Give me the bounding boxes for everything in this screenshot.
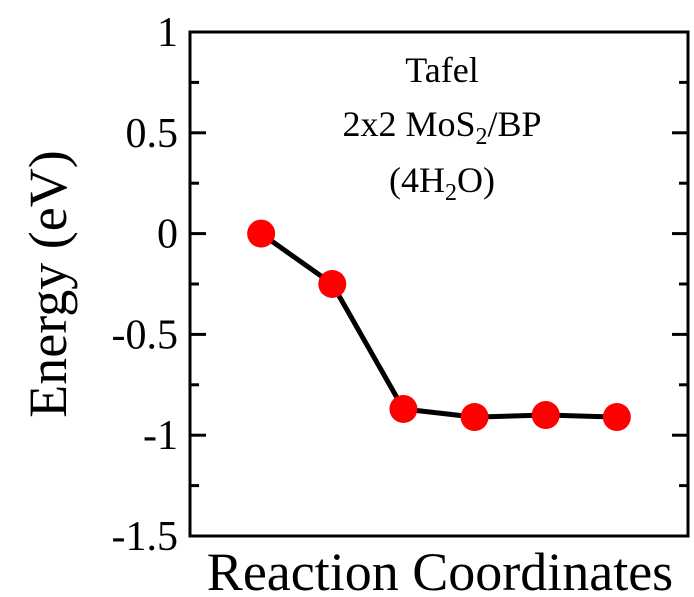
x-axis-title: Reaction Coordinates bbox=[207, 542, 673, 597]
annotation-line-2-main: 2x2 MoS bbox=[342, 104, 475, 144]
annotation-line-1: Tafel bbox=[405, 50, 478, 90]
data-point bbox=[389, 394, 418, 423]
y-axis-title: Energy (eV) bbox=[18, 150, 78, 417]
data-point bbox=[318, 270, 347, 298]
y-tick-label: 0 bbox=[157, 212, 178, 258]
data-point bbox=[602, 403, 631, 432]
annotation-line-3-main: (4H bbox=[389, 160, 445, 200]
annotation-line-2: 2x2 MoS2/BP bbox=[342, 104, 541, 150]
y-tick-labels: 1 0.5 0 -0.5 -1 -1.5 bbox=[112, 10, 179, 560]
annotation-line-2-sub: 2 bbox=[475, 124, 487, 150]
y-tick-label: -1 bbox=[143, 413, 178, 459]
annotation-line-3-sub: 2 bbox=[445, 180, 457, 206]
data-point bbox=[460, 403, 489, 432]
y-tick-label: 1 bbox=[157, 10, 178, 56]
y-tick-label: -1.5 bbox=[112, 514, 179, 560]
y-tick-label: 0.5 bbox=[126, 111, 179, 157]
annotation: Tafel 2x2 MoS2/BP (4H2O) bbox=[342, 50, 541, 206]
annotation-line-2-tail: /BP bbox=[487, 104, 541, 144]
series-line bbox=[259, 231, 617, 420]
annotation-line-3-tail: O) bbox=[457, 160, 495, 200]
data-point bbox=[247, 219, 276, 248]
axis-ticks bbox=[190, 30, 688, 538]
data-point bbox=[531, 401, 560, 430]
y-tick-label: -0.5 bbox=[112, 312, 179, 358]
annotation-line-3: (4H2O) bbox=[389, 160, 495, 206]
series-layer bbox=[247, 219, 631, 432]
